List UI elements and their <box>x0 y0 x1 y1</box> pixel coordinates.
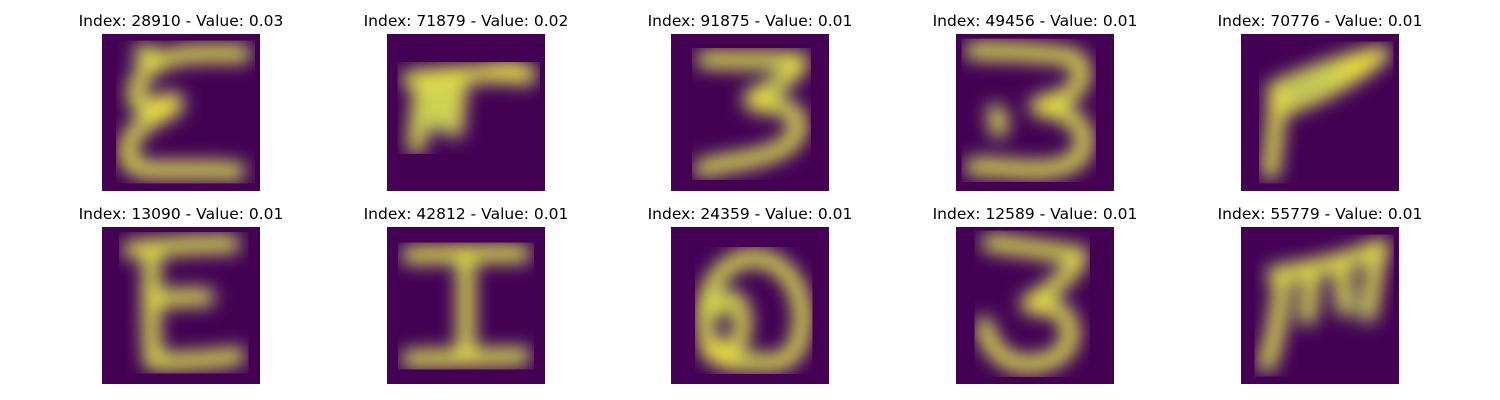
glyph-image <box>671 227 829 384</box>
panel-title: Index: 71879 - Value: 0.02 <box>363 12 569 30</box>
panel-title: Index: 12589 - Value: 0.01 <box>932 205 1138 223</box>
glyph-image <box>387 227 545 384</box>
glyph-image <box>102 227 260 384</box>
panel-title: Index: 28910 - Value: 0.03 <box>78 12 284 30</box>
glyph-image <box>956 227 1114 384</box>
panel-title: Index: 55779 - Value: 0.01 <box>1217 205 1423 223</box>
panel-title: Index: 42812 - Value: 0.01 <box>363 205 569 223</box>
panel-title: Index: 13090 - Value: 0.01 <box>78 205 284 223</box>
glyph-image <box>956 34 1114 191</box>
panel-title: Index: 91875 - Value: 0.01 <box>647 12 853 30</box>
glyph-image <box>1241 227 1399 384</box>
panel-title: Index: 24359 - Value: 0.01 <box>647 205 853 223</box>
glyph-image <box>1241 34 1399 191</box>
glyph-image <box>671 34 829 191</box>
glyph-image <box>387 34 545 191</box>
panel-title: Index: 49456 - Value: 0.01 <box>932 12 1138 30</box>
panel-title: Index: 70776 - Value: 0.01 <box>1217 12 1423 30</box>
glyph-image <box>102 34 260 191</box>
